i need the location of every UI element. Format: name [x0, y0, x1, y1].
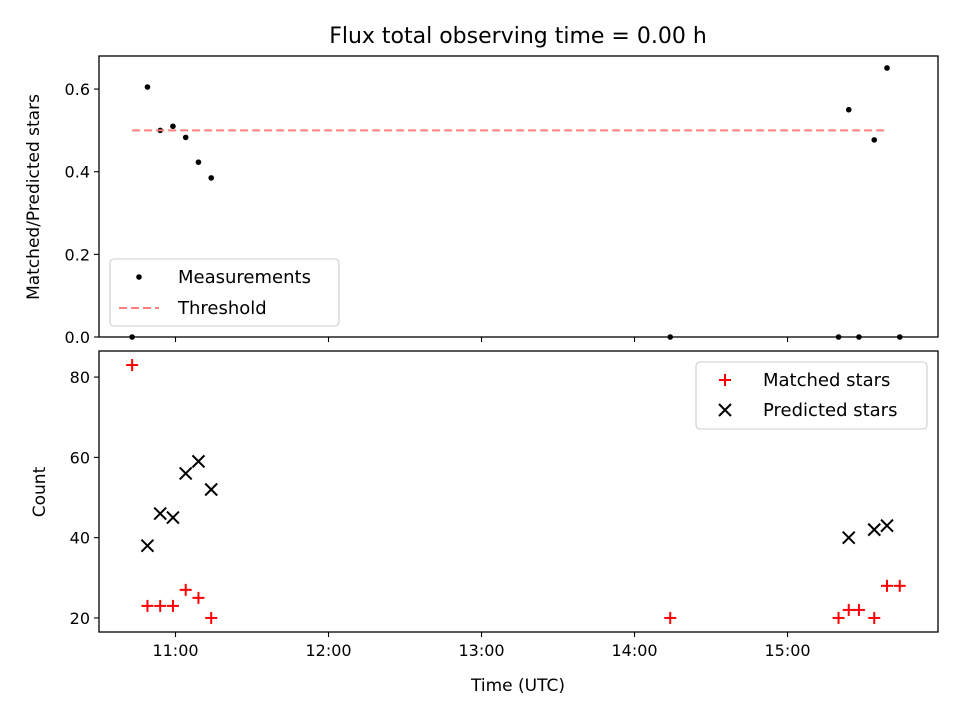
- matched-stars-point: [141, 599, 154, 612]
- matched-stars-point: [852, 603, 865, 616]
- top-legend: Measurements Threshold: [109, 258, 340, 327]
- top-axes-frame: [98, 55, 939, 338]
- measurement-point: [182, 134, 189, 141]
- measurement-point: [195, 159, 202, 166]
- y-tick-label: 0.6: [65, 80, 90, 99]
- bottom-legend: Matched stars Predicted stars: [695, 361, 928, 430]
- bottom-y-axis-label: Count: [30, 466, 50, 517]
- legend-matched-label: Matched stars: [763, 370, 890, 391]
- legend-predicted-marker: [718, 403, 732, 417]
- predicted-stars-point: [867, 522, 881, 537]
- matched-stars-point: [192, 591, 205, 604]
- y-tick-label: 20: [70, 609, 90, 628]
- matched-stars-point: [205, 611, 218, 624]
- measurement-point: [144, 84, 151, 90]
- chart-title: Flux total observing time = 0.00 h: [329, 24, 707, 49]
- bottom-legend-box: [695, 361, 928, 430]
- bottom-axes-frame: [98, 350, 939, 633]
- legend-measurements-marker: [136, 274, 142, 280]
- matched-stars-point: [179, 583, 192, 596]
- y-tick-label: 0.0: [65, 328, 90, 347]
- ratio-panel: Flux total observing time = 0.00 h Match…: [24, 24, 939, 347]
- matched-stars-point: [664, 611, 677, 624]
- measurement-point: [845, 106, 852, 113]
- predicted-stars-point: [842, 530, 856, 545]
- x-tick-label: 14:00: [611, 641, 657, 660]
- top-legend-box: [109, 258, 340, 327]
- legend-matched-marker: [719, 374, 731, 386]
- bottom-plot-area: [126, 359, 906, 624]
- predicted-stars-point: [153, 506, 167, 521]
- top-plot-area: [129, 65, 903, 340]
- x-tick-label: 11:00: [152, 641, 198, 660]
- legend-threshold-label: Threshold: [177, 298, 267, 319]
- y-tick-label: 0.4: [65, 163, 90, 182]
- matched-stars-point: [166, 599, 179, 612]
- matched-stars-point: [893, 579, 906, 592]
- legend-predicted-label: Predicted stars: [763, 400, 897, 421]
- bottom-axes-ticks: 20 40 60 80 11:00 12:00 13:00 14:00 15:00: [70, 368, 811, 660]
- matched-stars-point: [880, 579, 893, 592]
- measurement-point: [884, 65, 890, 71]
- matched-stars-point: [154, 599, 167, 612]
- top-y-axis-label: Matched/Predicted stars: [24, 94, 44, 300]
- x-tick-label: 12:00: [305, 641, 351, 660]
- x-tick-label: 13:00: [458, 641, 504, 660]
- predicted-stars-point: [204, 482, 218, 497]
- y-tick-label: 80: [70, 368, 90, 387]
- y-tick-label: 40: [70, 529, 90, 548]
- matched-stars-point: [868, 611, 881, 624]
- predicted-stars-point: [166, 510, 180, 525]
- predicted-stars-point: [880, 518, 894, 533]
- y-tick-label: 60: [70, 448, 90, 467]
- x-tick-label: 15:00: [764, 641, 810, 660]
- predicted-stars-point: [140, 538, 155, 553]
- matched-stars-point: [832, 611, 845, 624]
- matched-stars-point: [126, 359, 139, 372]
- measurement-point: [170, 123, 176, 130]
- measurement-point: [871, 137, 878, 143]
- predicted-stars-point: [178, 466, 193, 481]
- top-axes-ticks: 0.0 0.2 0.4 0.6: [65, 80, 789, 347]
- legend-measurements-label: Measurements: [178, 267, 311, 288]
- measurement-point: [208, 175, 215, 181]
- x-axis-label: Time (UTC): [470, 676, 565, 696]
- predicted-stars-point: [191, 454, 206, 469]
- matched-stars-point: [842, 603, 855, 616]
- y-tick-label: 0.2: [65, 245, 90, 264]
- count-panel: Count Time (UTC) 20 40 60 80 11:00 12:00 13:00…: [30, 350, 939, 696]
